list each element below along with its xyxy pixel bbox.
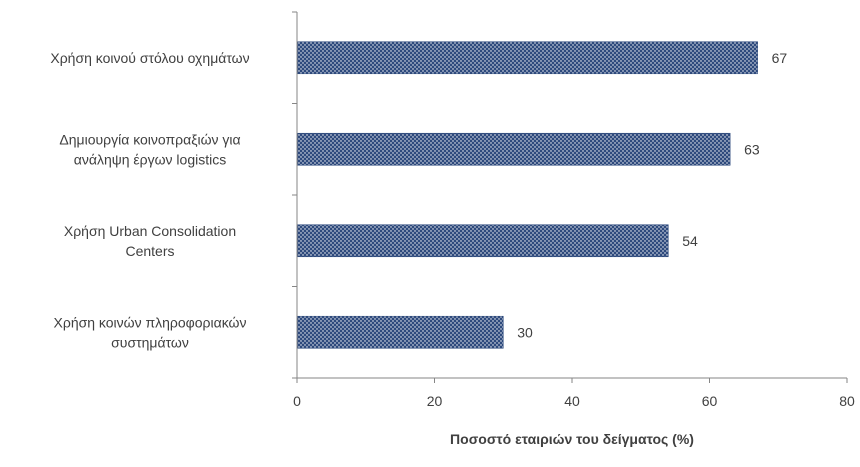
data-label-1: 67 <box>772 50 788 66</box>
x-tick-label-4: 80 <box>839 393 855 409</box>
axis-layer <box>292 11 848 383</box>
data-label-4: 30 <box>517 324 533 340</box>
x-tick-label-1: 20 <box>427 393 443 409</box>
bar-4 <box>296 315 504 349</box>
labels-layer: 67 Χρήση κοινού στόλου οχημάτων 63 Δημιουργ… <box>50 50 855 409</box>
category-label-2-line-1: Δημιουργία κοινοπραξιών για <box>59 131 240 147</box>
x-axis-title: Ποσοστό εταιριών του δείγματος (%) <box>450 431 694 447</box>
data-label-2: 63 <box>744 141 760 157</box>
x-tick-label-3: 60 <box>702 393 718 409</box>
bar-2 <box>296 132 731 166</box>
category-label-3-line-2: Centers <box>125 243 174 259</box>
bar-3 <box>296 224 669 258</box>
category-label-4-line-1: Χρήση κοινών πληροφοριακών <box>54 314 247 330</box>
data-label-3: 54 <box>682 233 698 249</box>
category-label-3-line-1: Χρήση Urban Consolidation <box>64 223 236 239</box>
x-tick-label-0: 0 <box>293 393 301 409</box>
category-label-4-line-2: συστημάτων <box>111 334 189 350</box>
x-tick-label-2: 40 <box>564 393 580 409</box>
bars-layer <box>296 41 758 349</box>
category-label-2-line-2: ανάληψη έργων logistics <box>74 151 226 167</box>
bar-1 <box>296 41 758 75</box>
category-label-1: Χρήση κοινού στόλου οχημάτων <box>50 50 249 66</box>
